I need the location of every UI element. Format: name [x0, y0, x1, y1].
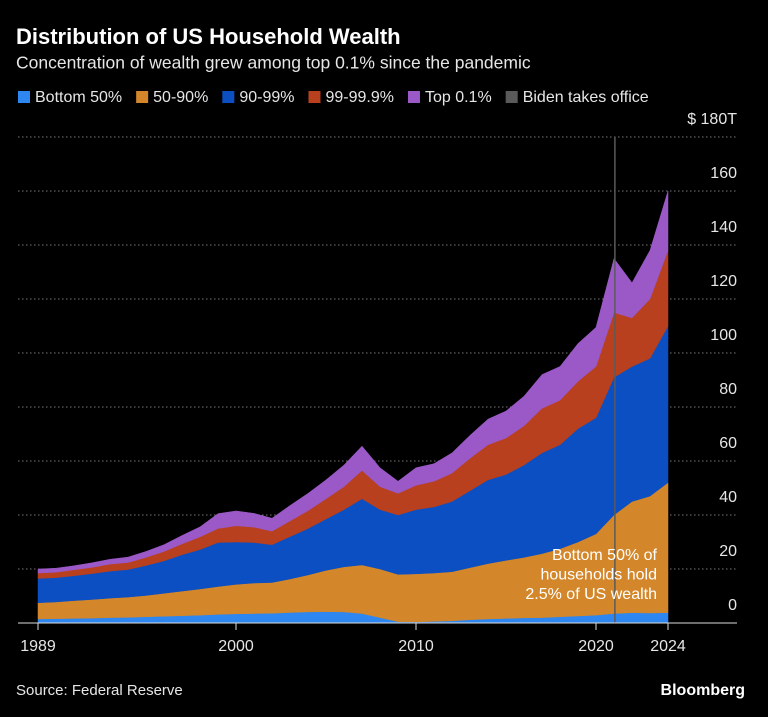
annotation: households hold [540, 567, 657, 584]
y-tick-label: 60 [719, 435, 737, 452]
chart-subtitle: Concentration of wealth grew among top 0… [16, 53, 531, 73]
legend-swatch [18, 91, 30, 103]
brand: Bloomberg [661, 682, 745, 699]
annotation: Bottom 50% of [552, 547, 658, 564]
x-tick-label: 2000 [218, 638, 254, 655]
legend-swatch [407, 91, 420, 103]
y-tick-label: 100 [710, 327, 737, 344]
area [37, 190, 669, 574]
chart-title: Distribution of US Household Wealth [16, 24, 401, 49]
y-tick-label: 120 [710, 273, 737, 290]
legend-swatch [222, 91, 235, 103]
legend-label: 50-90% [153, 89, 208, 106]
annotation: 2.5% of US wealth [525, 586, 657, 603]
legend-swatch [136, 91, 149, 103]
x-tick-label: 2010 [398, 638, 434, 655]
y-tick-label: 40 [719, 489, 737, 506]
y-tick-label: 80 [719, 381, 737, 398]
x-tick-label: 1989 [20, 638, 56, 655]
legend-label: Biden takes office [523, 89, 649, 106]
y-tick-label: 0 [728, 597, 737, 614]
y-tick-label: 160 [710, 165, 737, 182]
legend-swatch [308, 91, 321, 103]
y-tick-label: 140 [710, 219, 737, 236]
y-tick-label: $ 180T [687, 111, 737, 128]
legend-swatch [505, 91, 518, 103]
x-tick-label: 2024 [650, 638, 686, 655]
legend-label: Bottom 50% [35, 89, 122, 106]
y-tick-label: 20 [719, 543, 737, 560]
legend-label: Top 0.1% [425, 89, 492, 106]
source: Source: Federal Reserve [16, 682, 183, 699]
x-tick-label: 2020 [578, 638, 614, 655]
legend-label: 90-99% [239, 89, 294, 106]
legend-label: 99-99.9% [325, 89, 394, 106]
